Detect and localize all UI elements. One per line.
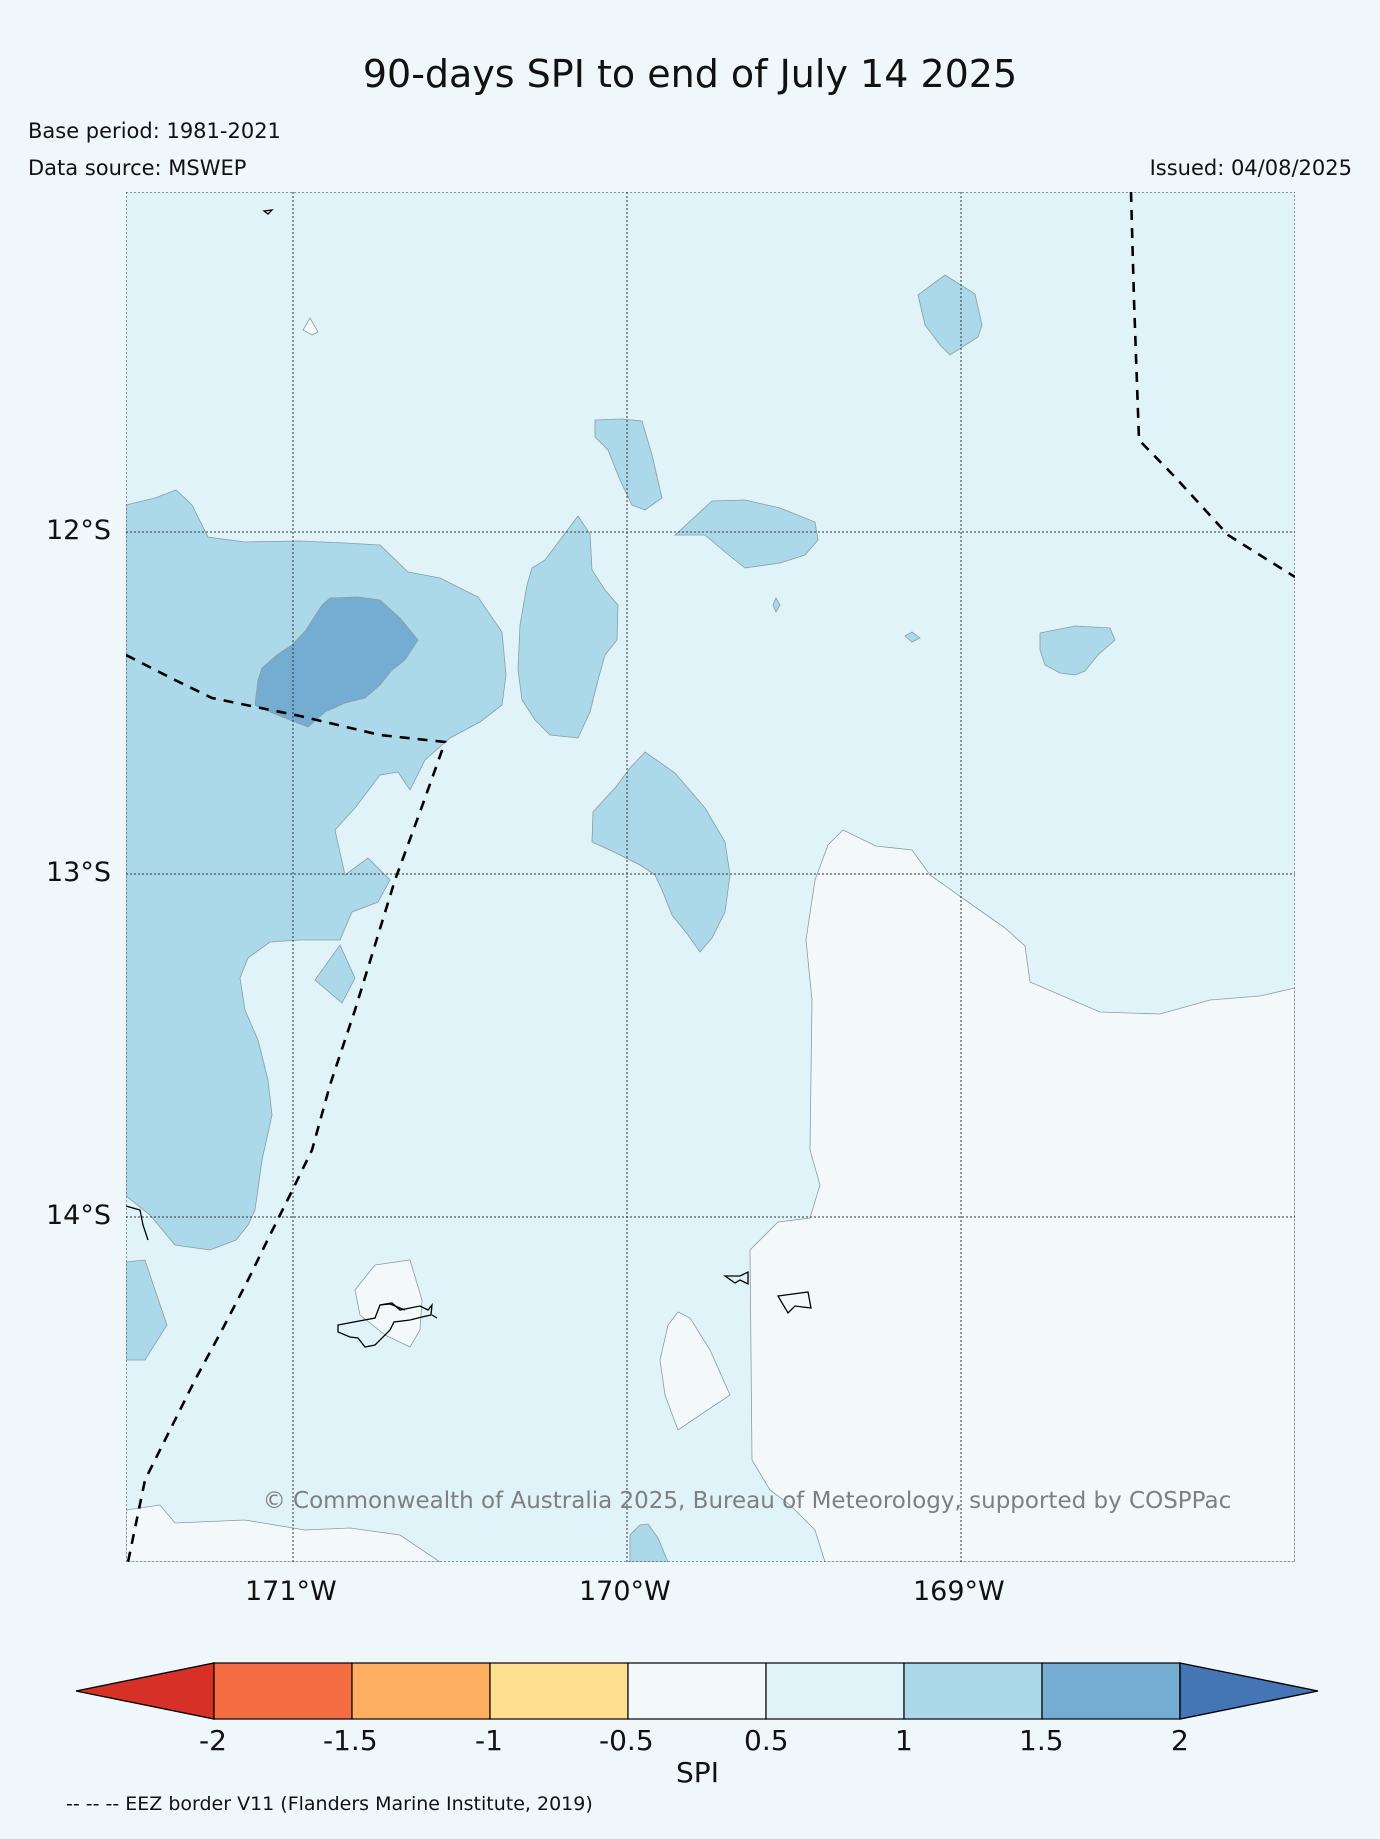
lat-label-14s: 14°S	[46, 1200, 111, 1231]
spi-band-1-1-5-north	[594, 418, 663, 511]
spi-band-1-1-5-south-patch	[629, 1523, 669, 1562]
near-normal-region-southeast	[749, 829, 1295, 1562]
eez-border-tokelau	[1129, 192, 1295, 579]
data-source: Data source: MSWEP	[28, 156, 247, 180]
base-period: Base period: 1981-2021	[28, 119, 281, 143]
colorbar-extend-low	[75, 1662, 215, 1720]
copyright-notice: © Commonwealth of Australia 2025, Bureau…	[263, 1488, 1232, 1514]
lat-label-13s: 13°S	[46, 857, 111, 888]
eez-legend-note: -- -- -- EEZ border V11 (Flanders Marine…	[66, 1793, 593, 1815]
spi-band-1-1-5-west	[126, 489, 507, 1251]
spi-band-1-1-5-west-south	[126, 1259, 168, 1361]
lon-label-170w: 170°W	[579, 1576, 671, 1607]
near-normal-region-south	[126, 1504, 441, 1562]
lat-label-12s: 12°S	[46, 515, 111, 546]
spi-band-1-1-5-northeast-far	[917, 274, 983, 356]
island-north	[262, 209, 274, 215]
issued-date: Issued: 04/08/2025	[1149, 156, 1352, 180]
spi-band-1-1-5-central-west	[517, 515, 619, 739]
colorbar-bin	[765, 1662, 905, 1720]
colorbar-title: SPI	[676, 1756, 719, 1789]
colorbar-tick: -1	[475, 1724, 503, 1757]
island-tutuila	[776, 1291, 812, 1315]
colorbar-bin	[213, 1662, 353, 1720]
island-upolu	[337, 1302, 433, 1348]
colorbar-tick: 1	[895, 1724, 913, 1757]
colorbar-bin	[489, 1662, 629, 1720]
spi-speck-1	[772, 597, 781, 613]
colorbar-tick: 2	[1171, 1724, 1189, 1757]
island-savaii	[126, 1205, 149, 1241]
spi-band-1-1-5-east	[1039, 625, 1116, 676]
coastlines	[126, 209, 812, 1348]
colorbar-tick: -1.5	[323, 1724, 378, 1757]
colorbar-bin	[627, 1662, 767, 1720]
colorbar-bin	[351, 1662, 491, 1720]
lon-label-171w: 171°W	[245, 1576, 337, 1607]
colorbar-bin	[903, 1662, 1043, 1720]
colorbar	[75, 1662, 1319, 1720]
spi-band-1-1-5-central	[591, 751, 731, 953]
near-normal-speck	[302, 317, 319, 336]
map-title: 90-days SPI to end of July 14 2025	[362, 52, 1018, 96]
spi-speck-2	[904, 631, 921, 643]
lon-label-169w: 169°W	[913, 1576, 1005, 1607]
map-area: © Commonwealth of Australia 2025, Bureau…	[126, 192, 1295, 1562]
island-aunuu	[722, 1270, 749, 1286]
colorbar-bin	[1041, 1662, 1181, 1720]
spi-band-1-1-5-northeast	[673, 499, 819, 569]
colorbar-tick: -2	[199, 1724, 227, 1757]
colorbar-tick: -0.5	[599, 1724, 654, 1757]
graticule	[126, 192, 1295, 1562]
colorbar-tick: 1.5	[1019, 1724, 1064, 1757]
eez-border	[126, 192, 1295, 1562]
eez-border-samoa	[126, 653, 447, 1562]
spi-band-1-1-5-small	[314, 944, 356, 1004]
near-normal-patch	[659, 1311, 731, 1431]
colorbar-tick: 0.5	[744, 1724, 789, 1757]
colorbar-extend-high	[1179, 1662, 1319, 1720]
